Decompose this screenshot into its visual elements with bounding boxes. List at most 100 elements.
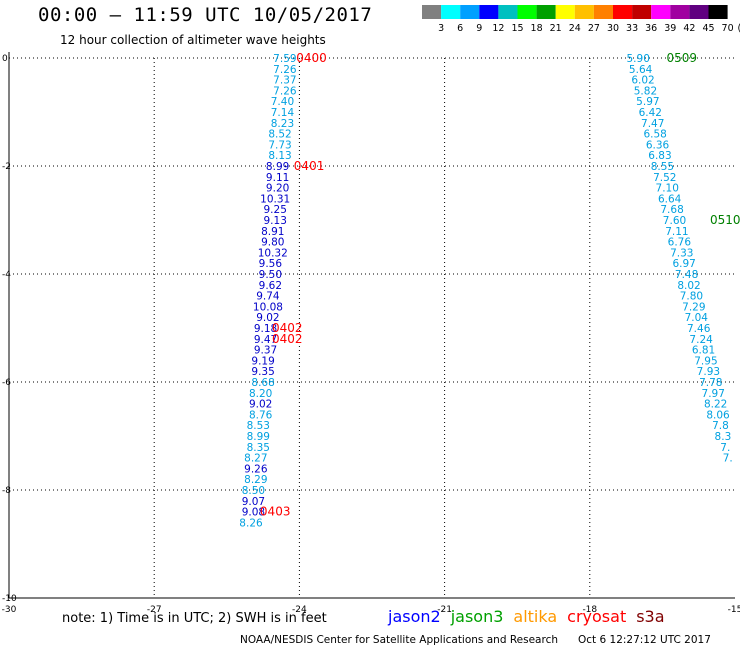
wave-height-point: 8.53 bbox=[247, 420, 270, 432]
wave-height-point: 8.50 bbox=[242, 485, 265, 497]
wave-height-point: 9.11 bbox=[266, 172, 289, 184]
wave-height-point: 9.02 bbox=[249, 399, 272, 411]
wave-height-point: 6.58 bbox=[643, 129, 666, 141]
wave-height-point: 7. bbox=[723, 453, 733, 465]
wave-height-point: 7.68 bbox=[660, 204, 683, 216]
time-label: 0402 bbox=[272, 332, 303, 346]
y-tick-label: -4 bbox=[2, 270, 11, 280]
time-label: 0510 bbox=[710, 213, 740, 227]
wave-height-point: 9.47 bbox=[254, 334, 277, 346]
wave-height-point: 8.22 bbox=[704, 399, 727, 411]
wave-height-point: 6.36 bbox=[646, 139, 670, 151]
x-tick-label: -21 bbox=[437, 605, 452, 615]
x-tick-label: -27 bbox=[147, 605, 162, 615]
credit-timestamp: Oct 6 12:27:12 UTC 2017 bbox=[578, 634, 711, 646]
wave-height-point: 6.64 bbox=[658, 193, 682, 205]
wave-height-point: 8.99 bbox=[266, 161, 289, 173]
x-tick-label: -24 bbox=[292, 605, 307, 615]
wave-height-point: 6.97 bbox=[672, 258, 695, 270]
x-tick-label: -18 bbox=[582, 605, 597, 615]
wave-height-point: 9.08 bbox=[242, 507, 265, 519]
legend-altika: altika bbox=[513, 607, 558, 626]
wave-height-point: 5.64 bbox=[629, 64, 653, 76]
wave-height-point: 8.35 bbox=[247, 442, 270, 454]
credit-text: NOAA/NESDIS Center for Satellite Applica… bbox=[240, 634, 558, 646]
wave-height-point: 7.78 bbox=[699, 377, 722, 389]
time-label: 0402 bbox=[272, 321, 303, 335]
wave-height-point: 9.25 bbox=[264, 204, 287, 216]
satellite-legend: jason2 jason3 altika cryosat s3a bbox=[388, 607, 675, 626]
wave-height-point: 9.50 bbox=[259, 269, 282, 281]
wave-height-point: 9.20 bbox=[266, 183, 289, 195]
wave-height-point: 7.04 bbox=[685, 312, 709, 324]
wave-height-point: 8.27 bbox=[244, 453, 267, 465]
wave-height-point: 9.35 bbox=[251, 366, 274, 378]
wave-height-point: 7.40 bbox=[271, 96, 294, 108]
chart-subtitle: 12 hour collection of altimeter wave hei… bbox=[60, 33, 326, 47]
wave-height-point: 8.52 bbox=[268, 129, 291, 141]
wave-height-point: 9.19 bbox=[251, 355, 274, 367]
wave-height-point: 8.76 bbox=[249, 409, 273, 421]
wave-height-point: 7.8 bbox=[712, 420, 729, 432]
wave-height-point: 9.74 bbox=[256, 291, 280, 303]
y-tick-label: 0 bbox=[2, 54, 8, 64]
wave-height-point: 9.07 bbox=[242, 496, 265, 508]
y-tick-label: -6 bbox=[2, 378, 11, 388]
wave-height-point: 9.37 bbox=[254, 345, 277, 357]
wave-height-point: 7.59 bbox=[273, 53, 296, 65]
wave-height-point: 7.11 bbox=[665, 226, 688, 238]
wave-height-point: 6.83 bbox=[648, 150, 671, 162]
wave-height-point: 8.29 bbox=[244, 474, 267, 486]
wave-height-point: 7.52 bbox=[653, 172, 676, 184]
legend-s3a: s3a bbox=[636, 607, 665, 626]
wave-height-point: 6.42 bbox=[639, 107, 662, 119]
wave-height-point: 8.91 bbox=[261, 226, 284, 238]
wave-height-point: 7.97 bbox=[702, 388, 725, 400]
wave-height-point: 6.76 bbox=[668, 237, 692, 249]
wave-height-point: 7.24 bbox=[689, 334, 713, 346]
wave-height-point: 8.55 bbox=[651, 161, 674, 173]
wave-height-point: 9.18 bbox=[254, 323, 277, 335]
legend-jason2: jason2 bbox=[388, 607, 441, 626]
time-label: 0403 bbox=[260, 505, 291, 519]
x-tick-label: -15 bbox=[728, 605, 740, 615]
wave-height-point: 7.10 bbox=[656, 183, 679, 195]
wave-height-point: 7.26 bbox=[273, 85, 297, 97]
wave-height-point: 7.73 bbox=[268, 139, 291, 151]
wave-height-point: 7.33 bbox=[670, 247, 693, 259]
y-tick-label: -10 bbox=[2, 594, 17, 604]
wave-height-point: 9.56 bbox=[259, 258, 283, 270]
time-label: 0400 bbox=[296, 51, 327, 65]
footer-note: note: 1) Time is in UTC; 2) SWH is in fe… bbox=[62, 611, 327, 626]
y-tick-label: -2 bbox=[2, 162, 11, 172]
wave-height-point: 5.90 bbox=[627, 53, 650, 65]
time-label: 0401 bbox=[294, 159, 325, 173]
wave-height-point: 7. bbox=[720, 442, 730, 454]
wave-height-point: 7.60 bbox=[663, 215, 686, 227]
legend-cryosat: cryosat bbox=[567, 607, 627, 626]
wave-height-point: 8.3 bbox=[715, 431, 732, 443]
wave-height-point: 8.26 bbox=[239, 517, 263, 529]
wave-height-point: 7.80 bbox=[680, 291, 703, 303]
wave-height-point: 6.02 bbox=[631, 75, 654, 87]
chart-title: 00:00 – 11:59 UTC 10/05/2017 bbox=[38, 4, 373, 26]
wave-height-point: 8.20 bbox=[249, 388, 272, 400]
wave-height-point: 8.06 bbox=[706, 409, 730, 421]
wave-height-point: 8.13 bbox=[268, 150, 291, 162]
wave-height-point: 10.31 bbox=[260, 193, 290, 205]
wave-height-point: 7.47 bbox=[641, 118, 664, 130]
y-tick-label: -8 bbox=[2, 486, 11, 496]
x-tick-label: -30 bbox=[2, 605, 17, 615]
wave-height-point: 9.62 bbox=[259, 280, 282, 292]
wave-height-point: 9.02 bbox=[256, 312, 279, 324]
wave-height-point: 6.81 bbox=[692, 345, 715, 357]
wave-height-point: 9.13 bbox=[264, 215, 287, 227]
wave-height-point: 7.93 bbox=[697, 366, 720, 378]
wave-height-point: 8.99 bbox=[247, 431, 270, 443]
wave-height-point: 7.46 bbox=[687, 323, 711, 335]
wave-height-point: 8.02 bbox=[677, 280, 700, 292]
wave-height-point: 5.97 bbox=[636, 96, 659, 108]
wave-height-point: 7.37 bbox=[273, 75, 296, 87]
wave-height-point: 7.95 bbox=[694, 355, 717, 367]
